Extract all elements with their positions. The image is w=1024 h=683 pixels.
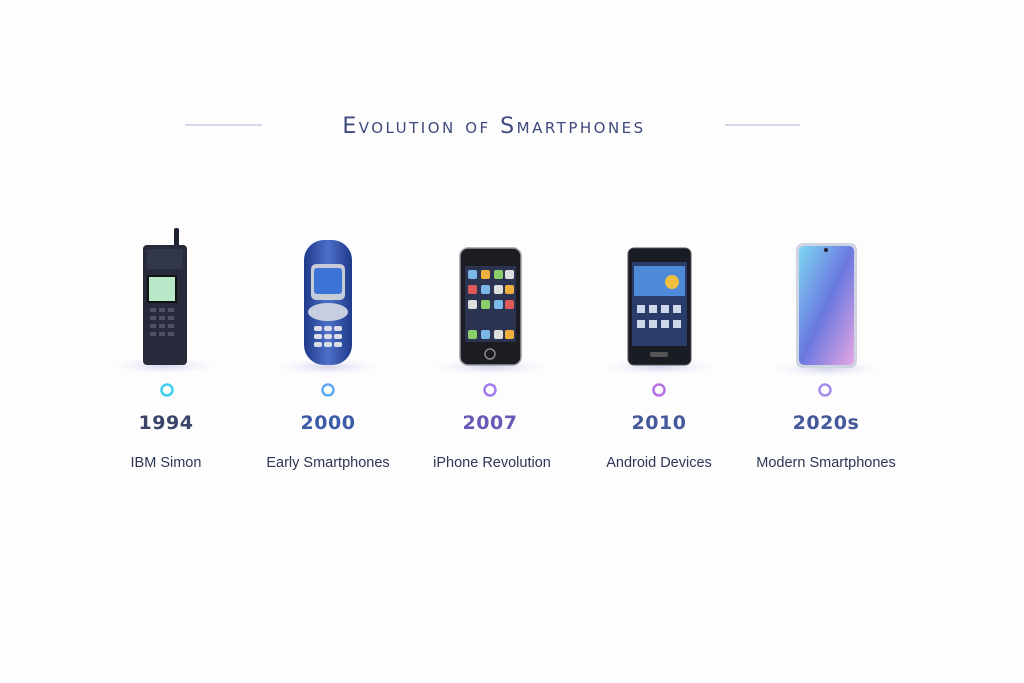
year: 2010 — [632, 412, 687, 434]
year: 2007 — [463, 412, 518, 434]
header: Evolution of Smartphones — [185, 114, 800, 139]
year: 1994 — [139, 412, 194, 434]
node — [160, 383, 174, 397]
title: Evolution of Smartphones — [342, 114, 645, 139]
node — [652, 383, 666, 397]
node — [483, 383, 497, 397]
phone-iphone — [459, 247, 522, 366]
phone-modern — [796, 243, 857, 368]
event-label: Modern Smartphones — [756, 455, 895, 471]
event-label: Android Devices — [606, 455, 712, 471]
year: 2020s — [793, 412, 860, 434]
years: 1994 2000 2007 2010 2020s — [139, 412, 860, 434]
phone-early — [304, 240, 352, 365]
labels: IBM Simon Early Smartphones iPhone Revol… — [131, 455, 896, 471]
node — [321, 383, 335, 397]
node — [818, 383, 832, 397]
timeline-nodes — [160, 383, 832, 397]
phone-ibm-simon — [143, 228, 187, 365]
phone-android — [627, 247, 692, 366]
event-label: IBM Simon — [131, 455, 202, 471]
event-label: Early Smartphones — [266, 455, 389, 471]
event-label: iPhone Revolution — [433, 455, 551, 471]
year: 2000 — [301, 412, 356, 434]
